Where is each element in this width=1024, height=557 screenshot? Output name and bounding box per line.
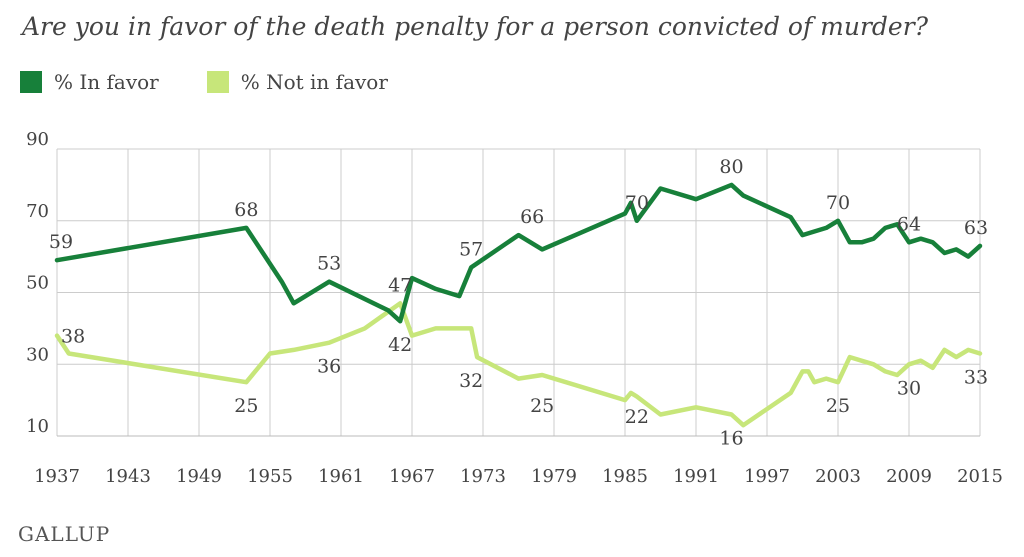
data-label: 63 (964, 217, 988, 239)
x-axis-ticks: 1937 1943 1949 1955 1961 1967 1973 1979 1985 1991… (34, 466, 1003, 487)
data-label: 33 (964, 366, 988, 388)
data-label: 59 (49, 231, 73, 253)
x-tick-label: 1973 (460, 466, 506, 487)
data-label: 36 (317, 356, 341, 378)
x-tick-label: 1949 (176, 466, 222, 487)
x-tick-label: 1979 (531, 466, 577, 487)
data-label: 25 (826, 395, 850, 417)
x-tick-label: 1985 (602, 466, 648, 487)
data-label: 64 (897, 213, 921, 235)
y-tick-label: 90 (26, 129, 49, 150)
data-label: 16 (719, 427, 743, 449)
y-tick-label: 50 (26, 273, 49, 294)
y-axis-ticks: 90 70 50 30 10 (26, 129, 49, 437)
data-label: 53 (317, 253, 341, 275)
data-label: 68 (234, 199, 258, 221)
series-line-not-in-favor (54, 301, 983, 428)
x-tick-label: 1967 (389, 466, 435, 487)
y-tick-label: 70 (26, 201, 49, 222)
legend-label-not-in-favor: % Not in favor (240, 70, 388, 94)
data-label: 47 (388, 274, 412, 296)
data-label: 70 (826, 192, 850, 214)
data-label: 57 (459, 238, 483, 260)
x-tick-label: 1991 (673, 466, 719, 487)
x-tick-label: 1937 (34, 466, 80, 487)
x-tick-label: 1997 (744, 466, 790, 487)
gallup-logo: GALLUP (18, 522, 111, 546)
y-tick-label: 30 (26, 344, 49, 365)
y-tick-label: 10 (26, 416, 49, 437)
data-labels: 59 68 53 42 57 66 70 80 70 64 63 38 25 36 47 32 25 22 16 25… (49, 156, 988, 450)
series-line-in-favor (54, 182, 983, 324)
data-label: 32 (459, 370, 483, 392)
x-tick-label: 2015 (957, 466, 1003, 487)
data-label: 66 (520, 206, 544, 228)
chart-title: Are you in favor of the death penalty fo… (22, 12, 929, 41)
legend-item-in-favor: % In favor (20, 70, 159, 94)
data-label: 25 (234, 395, 258, 417)
data-label: 38 (61, 326, 85, 348)
legend-swatch-in-favor (20, 71, 42, 93)
x-tick-label: 1961 (318, 466, 364, 487)
data-label: 22 (625, 406, 649, 428)
legend-item-not-in-favor: % Not in favor (206, 70, 388, 94)
x-tick-label: 1955 (247, 466, 293, 487)
legend-label-in-favor: % In favor (54, 70, 159, 94)
legend: % In favor % Not in favor (20, 70, 436, 94)
data-label: 42 (388, 334, 412, 356)
x-tick-label: 2003 (815, 466, 861, 487)
legend-swatch-not-in-favor (206, 71, 229, 93)
x-tick-label: 1943 (105, 466, 151, 487)
data-label: 30 (897, 377, 921, 399)
data-label: 25 (530, 395, 554, 417)
grid-lines (56, 148, 981, 437)
data-label: 70 (625, 192, 649, 214)
data-label: 80 (719, 156, 743, 178)
series-lines (54, 182, 983, 428)
x-tick-label: 2009 (886, 466, 932, 487)
